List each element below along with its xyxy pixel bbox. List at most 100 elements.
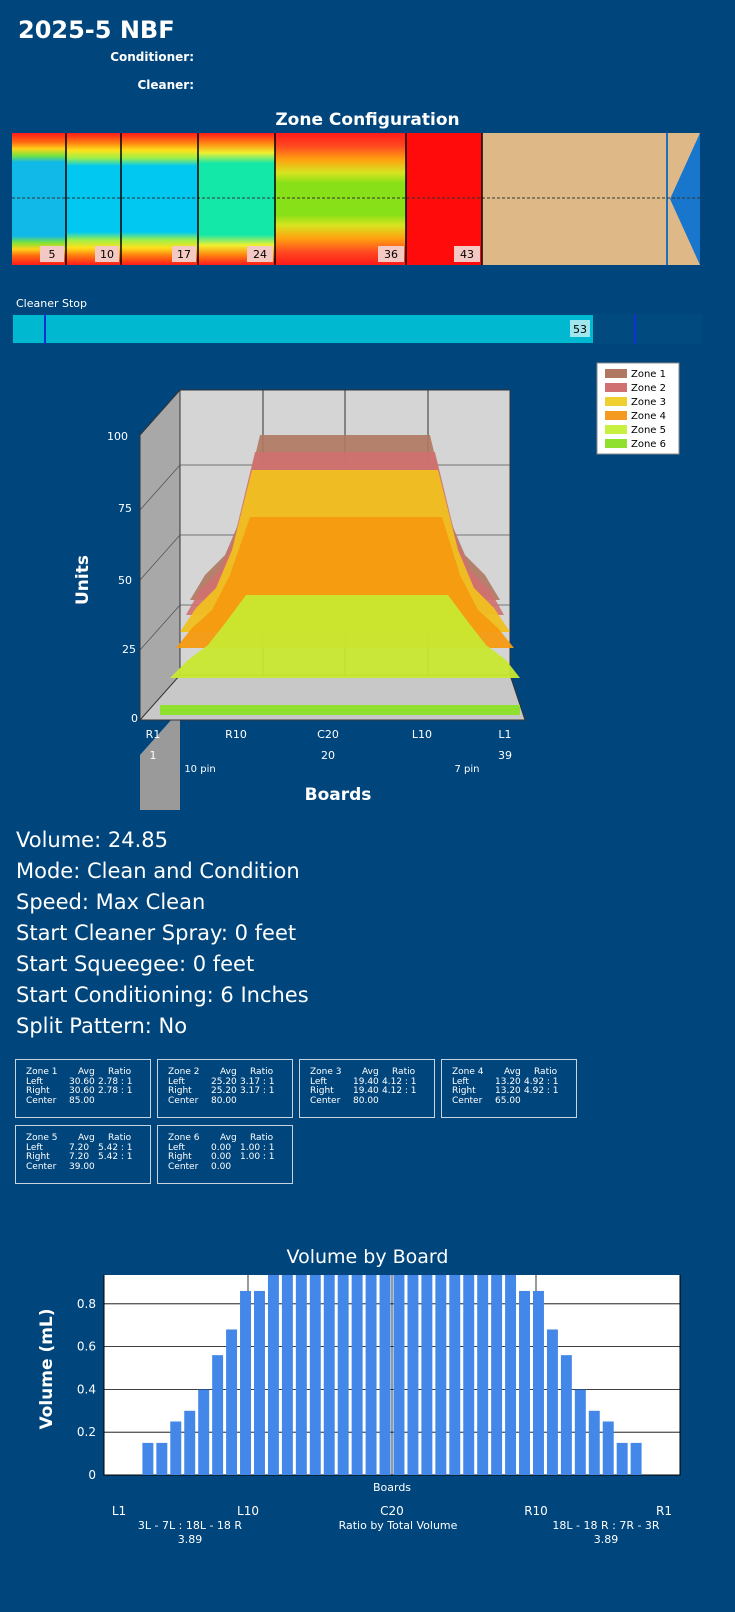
zone-summary-cell: 19.40 <box>353 1086 379 1096</box>
volume-bar <box>393 1275 405 1475</box>
chart-legend: Zone 1 Zone 2 Zone 3 Zone 4 Zone 5 Zone … <box>596 362 680 455</box>
zone-summary-cell: 5.42 : 1 <box>98 1142 133 1153</box>
x-tick-label: L10 <box>412 728 432 741</box>
cleaner-label: Cleaner: <box>137 78 194 92</box>
zone-boundary-label: 43 <box>460 248 474 261</box>
zone-summary-box: Zone 5 Avg Ratio Left 7.20 5.42 : 1 Right 7.20 5… <box>15 1125 151 1184</box>
volume-bar <box>588 1410 600 1475</box>
volume-bar <box>365 1275 377 1475</box>
volume-bar <box>281 1275 293 1475</box>
footer-left-ratio-label: 3L - 7L : 18L - 18 R <box>138 1519 242 1532</box>
zone-summary-cell: Avg <box>220 1133 237 1143</box>
volume-bar <box>421 1275 433 1475</box>
zone-summary-cell: 7.20 <box>69 1142 90 1153</box>
x-number-label: 20 <box>321 749 335 762</box>
zone-summary-cell: 4.92 : 1 <box>524 1076 559 1087</box>
x-tick-label: L1 <box>112 1504 126 1518</box>
y-tick-label: 100 <box>107 430 128 443</box>
zone-summary-cell: Right <box>26 1086 50 1096</box>
conditioner-label: Conditioner: <box>110 50 194 64</box>
y-tick-label: 0.4 <box>77 1382 96 1396</box>
zone-summary-cell: 0.00 <box>211 1152 232 1162</box>
zone-boundary-label: 5 <box>49 248 56 261</box>
zone-summary-cell: 2.78 : 1 <box>98 1086 133 1096</box>
cleaner-stop-value: 53 <box>573 323 587 336</box>
y-tick-label: 75 <box>118 502 132 515</box>
volume-bar <box>616 1442 628 1475</box>
zone-block-4 <box>198 133 275 265</box>
zone-summary-cell: Center <box>168 1095 199 1106</box>
y-tick-label: 50 <box>118 574 132 587</box>
volume-chart-title: Volume by Board <box>286 1246 449 1268</box>
zone-boundary-label: 36 <box>384 248 398 261</box>
zone-summary-cell: 7.20 <box>69 1152 90 1162</box>
y-tick-label: 0.2 <box>77 1425 96 1439</box>
zone-summary-cell: Center <box>310 1095 341 1106</box>
zone-summary-cell: Ratio <box>108 1067 132 1077</box>
zone-summary-cell: 4.92 : 1 <box>524 1086 559 1096</box>
y-axis-title: Volume (mL) <box>37 1308 57 1429</box>
zone-summary-cell: Zone 5 <box>26 1133 58 1143</box>
zone-boundary-label: 24 <box>253 248 267 261</box>
zone-summary-cell: 4.12 : 1 <box>382 1086 417 1096</box>
zone-summary-cell: 30.60 <box>69 1086 95 1096</box>
zone-summary-cell: 5.42 : 1 <box>98 1152 133 1162</box>
setting-speed: Speed: Max Clean <box>16 890 206 914</box>
zone-summary-cell: 85.00 <box>69 1095 95 1106</box>
setting-start-conditioning: Start Conditioning: 6 Inches <box>16 983 309 1007</box>
x-tick-label: C20 <box>317 728 339 741</box>
volume-bar <box>212 1355 224 1475</box>
x-tick-label: C20 <box>380 1504 404 1518</box>
x-tick-label: L1 <box>498 728 511 741</box>
zone-summary-cell: Ratio <box>250 1133 274 1143</box>
cleaner-stop-fill <box>13 315 593 343</box>
legend-item: Zone 4 <box>631 411 666 422</box>
zone-summary-cell: Center <box>168 1161 199 1172</box>
lane-dry-area <box>482 133 700 265</box>
y-tick-label: 25 <box>122 643 136 656</box>
zone-summary-cell: Zone 2 <box>168 1067 200 1077</box>
volume-bar <box>295 1275 307 1475</box>
zone-summary-box: Zone 1 Avg Ratio Left 30.60 2.78 : 1 Right 30.6… <box>15 1059 151 1118</box>
zone-summary-cell: 25.20 <box>211 1076 237 1087</box>
zone-summary-cell: 3.17 : 1 <box>240 1086 275 1096</box>
zone-summary-cell: Zone 4 <box>452 1067 484 1077</box>
x-tick-label: L10 <box>237 1504 259 1518</box>
zone-summary-cell: 13.20 <box>495 1086 521 1096</box>
setting-mode: Mode: Clean and Condition <box>16 859 300 883</box>
volume-bar <box>407 1275 419 1475</box>
pin-label: 10 pin <box>184 764 215 775</box>
zone-summary-cell: 30.60 <box>69 1076 95 1087</box>
zone-summary-cell: Right <box>452 1086 476 1096</box>
y-tick-label: 0.8 <box>77 1297 96 1311</box>
volume-bar <box>226 1329 238 1475</box>
zone-summary-cell: 13.20 <box>495 1076 521 1087</box>
zone-summary-cell: Center <box>452 1095 483 1106</box>
zone-summary-cell: Right <box>168 1086 192 1096</box>
zone-summary-cell: Avg <box>78 1067 95 1077</box>
volume-bar <box>602 1421 614 1475</box>
zone-summary-cell: 0.00 <box>211 1142 232 1153</box>
volume-bar <box>491 1275 503 1475</box>
volume-bar <box>533 1290 544 1475</box>
zone-summary-cell: Left <box>168 1076 185 1087</box>
volume-bar <box>198 1389 210 1475</box>
zone-summary-cell: Avg <box>362 1067 379 1077</box>
zone-summary-cell: 0.00 <box>211 1161 232 1172</box>
legend-item: Zone 2 <box>631 383 666 394</box>
zone-summary-cell: Avg <box>504 1067 521 1077</box>
zone-summary-cell: 19.40 <box>353 1076 379 1087</box>
zone-block-5 <box>275 133 406 265</box>
legend-item: Zone 3 <box>631 397 666 408</box>
setting-volume: Volume: 24.85 <box>16 828 168 852</box>
volume-bar <box>156 1442 168 1475</box>
zone-summary-cell: Left <box>26 1076 43 1087</box>
zone-summary-cell: Right <box>168 1152 192 1162</box>
pin-label: 7 pin <box>454 764 479 775</box>
zone-summary-cell: Avg <box>78 1133 95 1143</box>
x-tick-label: R1 <box>656 1504 672 1518</box>
zone-summary-cell: Center <box>26 1095 57 1106</box>
zone-summary-box: Zone 2 Avg Ratio Left 25.20 3.17 : 1 Right 25.2… <box>157 1059 293 1118</box>
volume-bar <box>184 1410 196 1475</box>
zone-summary-cell: 39.00 <box>69 1161 95 1172</box>
